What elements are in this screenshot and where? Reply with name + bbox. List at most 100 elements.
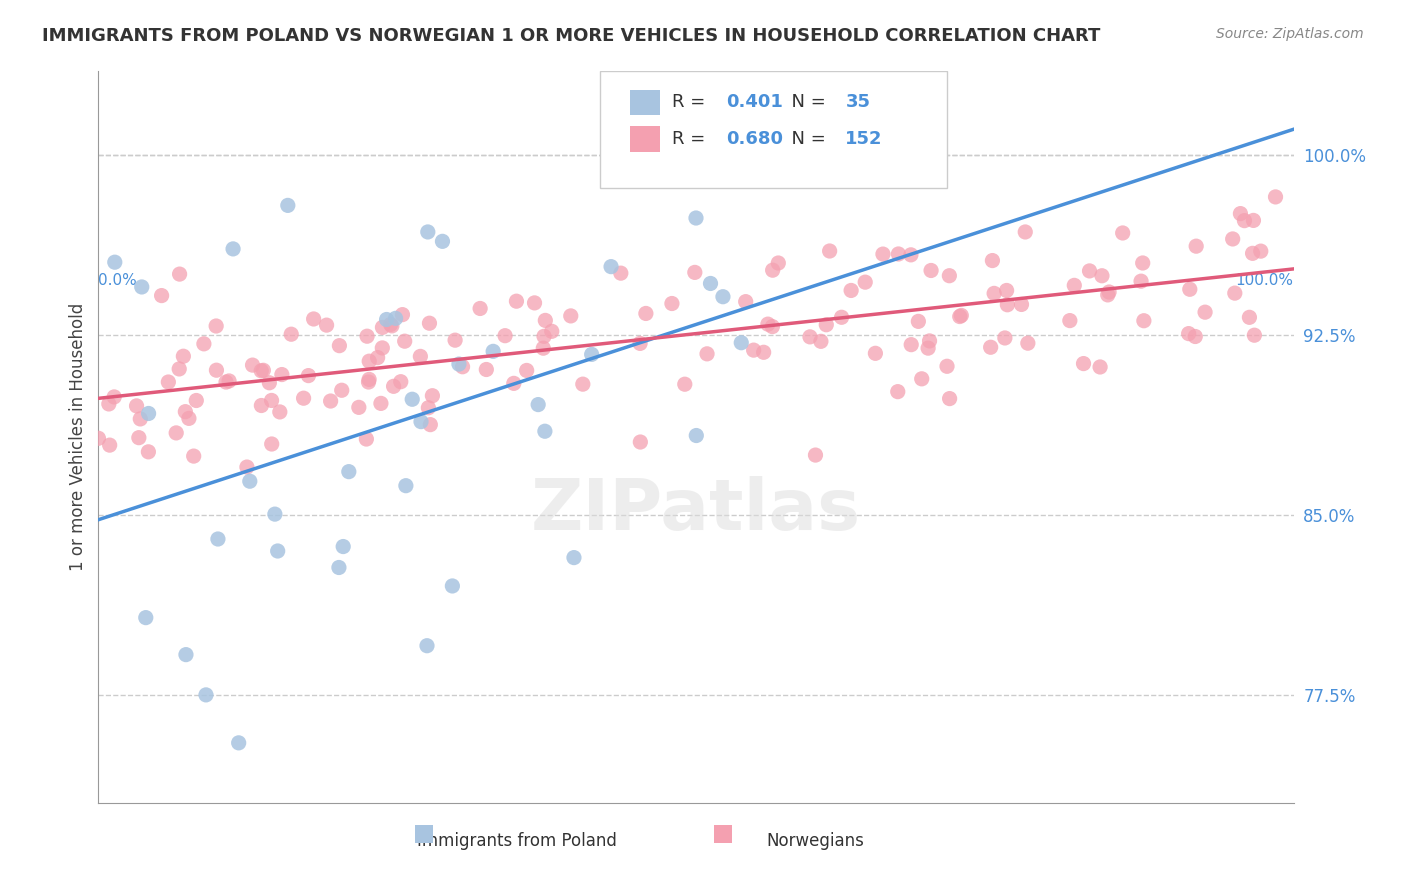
Text: N =: N = (780, 93, 831, 112)
Point (157, 375, 180, 389)
Point (531, 341, 554, 355)
Point (1112, 226, 1135, 240)
Point (1177, 326, 1199, 341)
Point (125, 399, 148, 413)
Point (302, 312, 325, 326)
Point (1017, 336, 1039, 351)
Point (994, 331, 1017, 345)
Point (900, 337, 922, 351)
Point (367, 351, 389, 365)
Point (950, 309, 973, 323)
Point (839, 284, 862, 298)
Point (581, 347, 603, 361)
Point (887, 384, 910, 399)
Point (138, 407, 160, 421)
Point (711, 290, 734, 304)
Point (560, 309, 582, 323)
Point (494, 328, 516, 343)
Point (315, 318, 337, 332)
Point (673, 377, 696, 392)
Point (468, 301, 491, 316)
Point (696, 347, 718, 361)
Point (685, 211, 707, 225)
Point (610, 266, 633, 280)
Point (395, 478, 418, 492)
Text: Source: ZipAtlas.com: Source: ZipAtlas.com (1216, 27, 1364, 41)
Point (228, 736, 250, 750)
Point (409, 415, 432, 429)
Point (193, 336, 215, 351)
Point (215, 375, 238, 389)
Text: R =: R = (672, 130, 711, 148)
Point (1078, 264, 1101, 278)
Point (380, 318, 402, 332)
Point (1194, 305, 1216, 319)
Point (872, 247, 894, 261)
Point (505, 294, 527, 309)
Point (1098, 285, 1121, 299)
Point (150, 288, 173, 302)
Point (356, 329, 378, 343)
FancyBboxPatch shape (415, 825, 433, 843)
Point (218, 374, 240, 388)
Point (907, 314, 929, 328)
Point (865, 346, 887, 360)
Point (207, 532, 229, 546)
Point (165, 425, 187, 440)
Point (138, 445, 160, 459)
Point (375, 312, 398, 326)
Point (174, 648, 197, 662)
Point (533, 329, 555, 343)
Point (409, 350, 432, 364)
Point (523, 296, 546, 310)
Point (330, 384, 353, 398)
Point (730, 335, 752, 350)
Point (516, 363, 538, 377)
Point (853, 275, 876, 289)
Text: 0.401: 0.401 (725, 93, 783, 112)
Point (371, 320, 394, 334)
Point (177, 411, 200, 425)
Point (1091, 268, 1114, 283)
Point (169, 267, 191, 281)
FancyBboxPatch shape (714, 825, 733, 843)
Point (416, 225, 439, 239)
Point (1241, 213, 1264, 227)
Point (270, 368, 292, 382)
Point (381, 318, 404, 333)
Point (1229, 206, 1251, 220)
Point (762, 263, 785, 277)
Point (260, 437, 283, 451)
Point (981, 253, 1004, 268)
Point (186, 393, 208, 408)
Point (600, 260, 623, 274)
Point (482, 344, 505, 359)
Text: N =: N = (780, 130, 831, 148)
Text: R =: R = (672, 93, 711, 112)
Point (661, 296, 683, 310)
Point (911, 372, 934, 386)
Point (628, 336, 651, 351)
Point (1063, 278, 1085, 293)
Point (263, 507, 285, 521)
Point (980, 340, 1002, 354)
Point (1073, 357, 1095, 371)
Point (269, 405, 291, 419)
Point (222, 242, 245, 256)
Point (938, 392, 960, 406)
Point (332, 540, 354, 554)
Point (277, 198, 299, 212)
Point (183, 449, 205, 463)
Point (938, 268, 960, 283)
Point (810, 334, 832, 349)
Point (1264, 190, 1286, 204)
Text: 100.0%: 100.0% (1236, 273, 1294, 287)
Point (172, 349, 194, 363)
Point (1059, 313, 1081, 327)
Point (534, 424, 557, 438)
Point (205, 363, 228, 377)
Point (983, 286, 1005, 301)
Point (699, 277, 721, 291)
Point (195, 688, 218, 702)
Text: IMMIGRANTS FROM POLAND VS NORWEGIAN 1 OR MORE VEHICLES IN HOUSEHOLD CORRELATION : IMMIGRANTS FROM POLAND VS NORWEGIAN 1 OR… (42, 27, 1101, 45)
